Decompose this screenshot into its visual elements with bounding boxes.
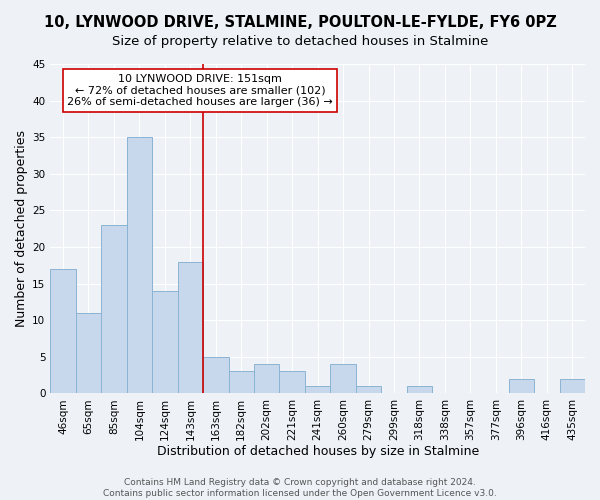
Bar (50, 269, 76, 394)
Bar (356, 386, 381, 394)
Bar (560, 378, 585, 394)
Bar (152, 291, 178, 394)
Text: Size of property relative to detached houses in Stalmine: Size of property relative to detached ho… (112, 35, 488, 48)
Text: Contains HM Land Registry data © Crown copyright and database right 2024.
Contai: Contains HM Land Registry data © Crown c… (103, 478, 497, 498)
Bar (178, 262, 203, 394)
Bar (331, 364, 356, 394)
Text: 10 LYNWOOD DRIVE: 151sqm
← 72% of detached houses are smaller (102)
26% of semi-: 10 LYNWOOD DRIVE: 151sqm ← 72% of detach… (67, 74, 333, 107)
Bar (407, 386, 432, 394)
Text: 10, LYNWOOD DRIVE, STALMINE, POULTON-LE-FYLDE, FY6 0PZ: 10, LYNWOOD DRIVE, STALMINE, POULTON-LE-… (44, 15, 556, 30)
Bar (229, 372, 254, 394)
Bar (76, 313, 101, 394)
Bar (509, 378, 534, 394)
Bar (203, 357, 229, 394)
Y-axis label: Number of detached properties: Number of detached properties (15, 130, 28, 327)
X-axis label: Distribution of detached houses by size in Stalmine: Distribution of detached houses by size … (157, 444, 479, 458)
Bar (254, 364, 280, 394)
Bar (127, 137, 152, 394)
Bar (101, 225, 127, 394)
Bar (280, 372, 305, 394)
Bar (305, 386, 331, 394)
